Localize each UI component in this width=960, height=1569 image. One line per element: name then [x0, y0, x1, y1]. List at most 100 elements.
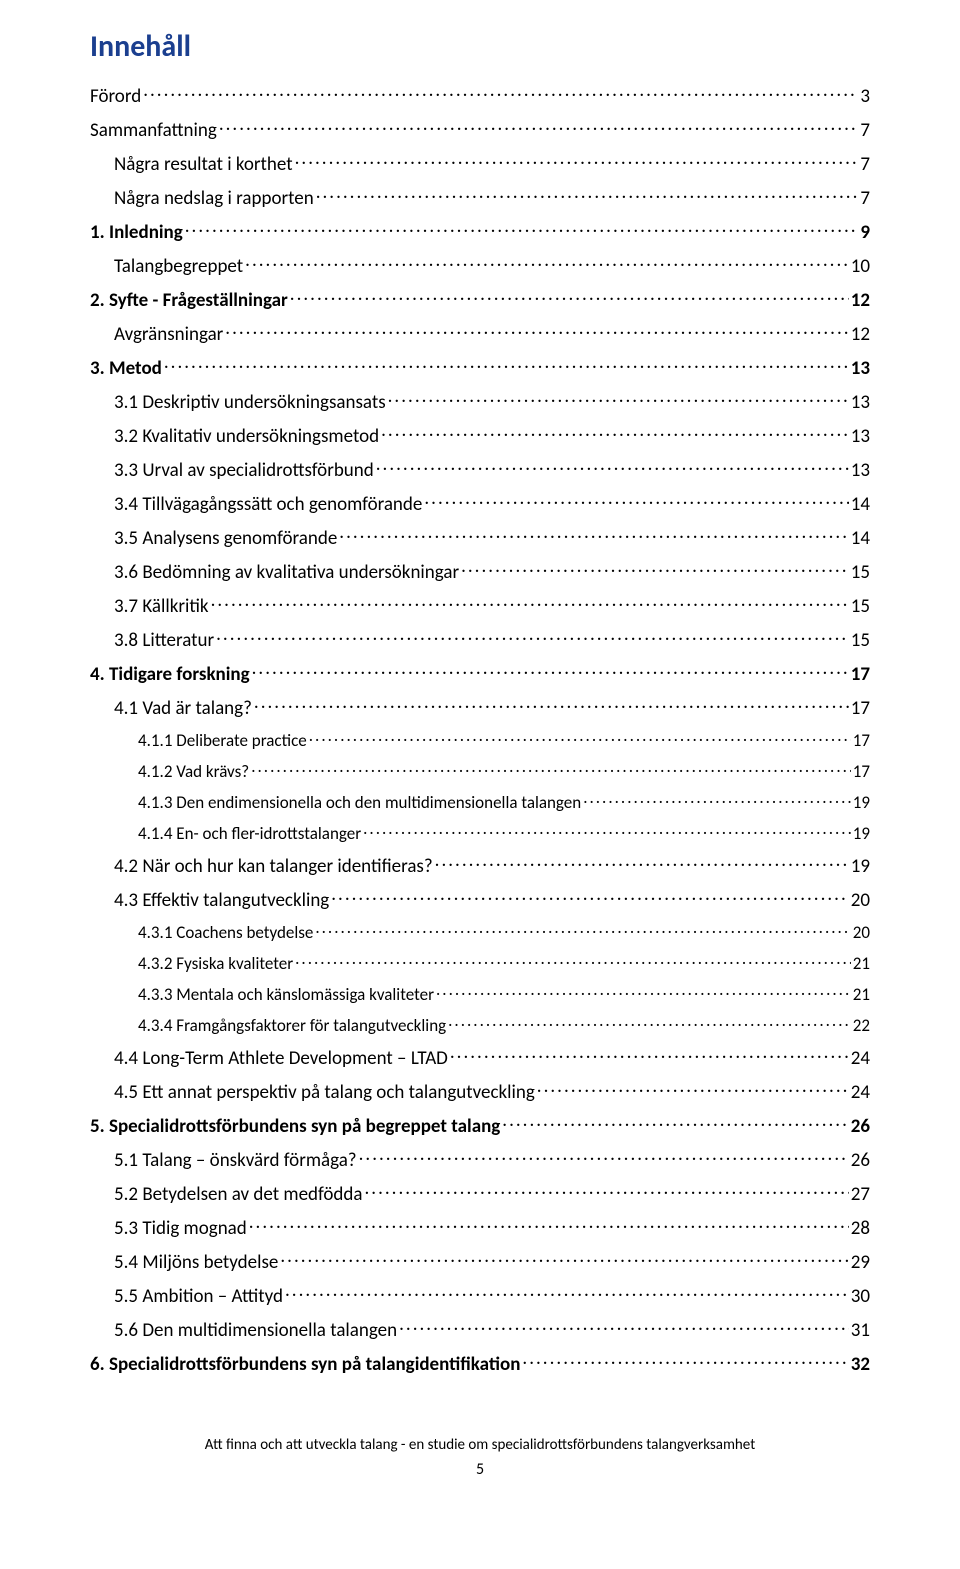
toc-entry: 5.2 Betydelsen av det medfödda 27 — [90, 1181, 870, 1206]
toc-leader-dots — [522, 1351, 848, 1370]
toc-entry-page: 14 — [851, 493, 870, 516]
toc-entry: 6. Specialidrottsförbundens syn på talan… — [90, 1351, 870, 1376]
toc-entry-page: 7 — [860, 187, 870, 210]
toc-entry-page: 12 — [851, 323, 870, 346]
toc-leader-dots — [450, 1045, 849, 1064]
toc-entry-label: 4.3 Effektiv talangutveckling — [114, 889, 329, 912]
toc-entry-label: Talangbegreppet — [114, 255, 243, 278]
toc-entry-page: 21 — [853, 953, 870, 974]
toc-entry: 3.2 Kvalitativ undersökningsmetod 13 — [90, 423, 870, 448]
toc-leader-dots — [295, 151, 859, 170]
toc-entry-page: 32 — [851, 1353, 870, 1376]
toc-entry-page: 14 — [851, 527, 870, 550]
toc-entry-label: 5.2 Betydelsen av det medfödda — [114, 1183, 363, 1206]
toc-entry-label: 3.8 Litteratur — [114, 629, 214, 652]
toc-entry-page: 17 — [853, 730, 870, 751]
toc-entry-label: Förord — [90, 85, 141, 108]
document-page: Innehåll Förord3Sammanfattning7Några res… — [0, 0, 960, 1519]
toc-entry: 4.3.4 Framgångsfaktorer för talangutveck… — [90, 1014, 870, 1036]
toc-leader-dots — [363, 822, 851, 839]
toc-leader-dots — [331, 887, 848, 906]
toc-entry-page: 10 — [851, 255, 870, 278]
toc-entry-label: 5.3 Tidig mognad — [114, 1217, 247, 1240]
toc-entry-page: 27 — [851, 1183, 870, 1206]
toc-entry-label: 3.7 Källkritik — [114, 595, 209, 618]
toc-entry-page: 13 — [851, 425, 870, 448]
toc-leader-dots — [285, 1283, 849, 1302]
toc-entry: 4. Tidigare forskning17 — [90, 661, 870, 686]
toc-entry-page: 22 — [853, 1015, 870, 1036]
toc-entry-label: Några resultat i korthet — [114, 153, 293, 176]
toc-entry: 3.5 Analysens genomförande 14 — [90, 525, 870, 550]
toc-entry-label: 5. Specialidrottsförbundens syn på begre… — [90, 1115, 500, 1138]
toc-entry-label: 3.3 Urval av specialidrottsförbund — [114, 459, 374, 482]
toc-entry-page: 15 — [851, 629, 870, 652]
toc-leader-dots — [219, 117, 859, 136]
toc-leader-dots — [295, 952, 851, 969]
toc-entry: 1. Inledning9 — [90, 219, 870, 244]
toc-entry: Sammanfattning7 — [90, 117, 870, 142]
toc-leader-dots — [399, 1317, 849, 1336]
page-title: Innehåll — [90, 28, 870, 65]
toc-entry-label: 4.3.4 Framgångsfaktorer för talangutveck… — [138, 1015, 446, 1036]
page-footer: Att finna och att utveckla talang - en s… — [90, 1436, 870, 1479]
toc-leader-dots — [376, 457, 849, 476]
toc-entry-page: 24 — [851, 1047, 870, 1070]
toc-entry: 3.1 Deskriptiv undersökningsansats13 — [90, 389, 870, 414]
toc-leader-dots — [185, 219, 859, 238]
toc-entry: 2. Syfte - Frågeställningar12 — [90, 287, 870, 312]
toc-leader-dots — [309, 729, 851, 746]
toc-entry-page: 9 — [860, 221, 870, 244]
toc-entry-page: 28 — [851, 1217, 870, 1240]
toc-entry: 4.1.1 Deliberate practice17 — [90, 729, 870, 751]
toc-entry-label: 6. Specialidrottsförbundens syn på talan… — [90, 1353, 520, 1376]
toc-entry-page: 19 — [851, 855, 870, 878]
toc-entry: 4.1 Vad är talang?17 — [90, 695, 870, 720]
toc-leader-dots — [280, 1249, 848, 1268]
toc-leader-dots — [216, 627, 849, 646]
toc-entry-page: 13 — [851, 357, 870, 380]
toc-leader-dots — [461, 559, 849, 578]
toc-entry-label: 4.3.1 Coachens betydelse — [138, 922, 313, 943]
toc-leader-dots — [316, 185, 859, 204]
toc-entry-label: 3.5 Analysens genomförande — [114, 527, 337, 550]
toc-entry-label: 5.1 Talang – önskvärd förmåga? — [114, 1149, 357, 1172]
toc-entry-label: 2. Syfte - Frågeställningar — [90, 289, 288, 312]
toc-entry: 4.3.3 Mentala och känslomässiga kvalitet… — [90, 983, 870, 1005]
toc-entry-label: 3.2 Kvalitativ undersökningsmetod — [114, 425, 379, 448]
toc-entry: 3. Metod13 — [90, 355, 870, 380]
toc-entry-label: 4.4 Long-Term Athlete Development – LTAD — [114, 1047, 448, 1070]
toc-leader-dots — [211, 593, 849, 612]
toc-entry-page: 24 — [851, 1081, 870, 1104]
toc-entry-page: 17 — [853, 761, 870, 782]
toc-entry-label: Avgränsningar — [114, 323, 223, 346]
toc-entry-label: 4.3.3 Mentala och känslomässiga kvalitet… — [138, 984, 434, 1005]
toc-entry-label: 5.5 Ambition – Attityd — [114, 1285, 283, 1308]
toc-entry-page: 26 — [851, 1149, 870, 1172]
toc-entry-label: 4.1.2 Vad krävs? — [138, 761, 249, 782]
toc-entry: Förord3 — [90, 83, 870, 108]
toc-entry-label: 4.1.3 Den endimensionella och den multid… — [138, 792, 581, 813]
toc-entry-page: 29 — [851, 1251, 870, 1274]
toc-entry: 5.4 Miljöns betydelse29 — [90, 1249, 870, 1274]
toc-leader-dots — [225, 321, 848, 340]
toc-entry-page: 19 — [853, 792, 870, 813]
toc-entry-label: 3.4 Tillvägagångssätt och genomförande — [114, 493, 422, 516]
toc-leader-dots — [315, 921, 850, 938]
toc-entry-page: 26 — [851, 1115, 870, 1138]
toc-entry: 4.1.2 Vad krävs? 17 — [90, 760, 870, 782]
toc-entry-label: 4.2 När och hur kan talanger identifiera… — [114, 855, 433, 878]
toc-leader-dots — [249, 1215, 849, 1234]
toc-leader-dots — [143, 83, 858, 102]
toc-leader-dots — [251, 760, 851, 777]
toc-leader-dots — [359, 1147, 849, 1166]
toc-entry-page: 15 — [851, 561, 870, 584]
toc-entry-page: 17 — [851, 663, 870, 686]
toc-entry-label: Sammanfattning — [90, 119, 217, 142]
toc-entry-label: Några nedslag i rapporten — [114, 187, 314, 210]
toc-leader-dots — [388, 389, 849, 408]
toc-entry: 5.3 Tidig mognad 28 — [90, 1215, 870, 1240]
footer-page-number: 5 — [90, 1460, 870, 1479]
toc-entry: 3.4 Tillvägagångssätt och genomförande 14 — [90, 491, 870, 516]
toc-entry-label: 4.1 Vad är talang? — [114, 697, 252, 720]
